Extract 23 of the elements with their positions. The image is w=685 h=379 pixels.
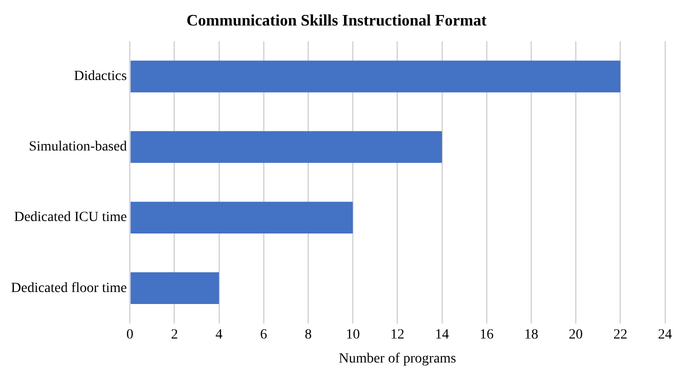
x-tick-label: 4 [216,327,223,342]
x-tick-label: 10 [346,327,360,342]
y-tick-label: Didactics [74,69,127,84]
x-tick-label: 14 [435,327,450,342]
x-tick-label: 2 [170,327,178,342]
x-tick-label: 22 [613,327,628,342]
bar [130,202,353,234]
x-tick-label: 16 [480,327,494,342]
chart-title: Communication Skills Instructional Format [186,12,488,30]
bar [130,131,442,163]
x-tick-label: 18 [524,327,538,342]
y-tick-label: Simulation-based [28,140,127,155]
x-tick-label: 0 [126,327,134,342]
x-tick-label: 12 [390,327,404,342]
x-tick-label: 6 [260,327,268,342]
x-tick-label: 20 [568,327,583,342]
y-tick-label: Dedicated ICU time [14,210,127,226]
bar [130,272,220,304]
x-tick-label: 8 [304,327,312,342]
bar [130,60,620,92]
x-axis-title: Number of programs [338,351,456,366]
y-tick-label: Dedicated floor time [11,280,127,296]
x-tick-label: 24 [658,327,672,342]
